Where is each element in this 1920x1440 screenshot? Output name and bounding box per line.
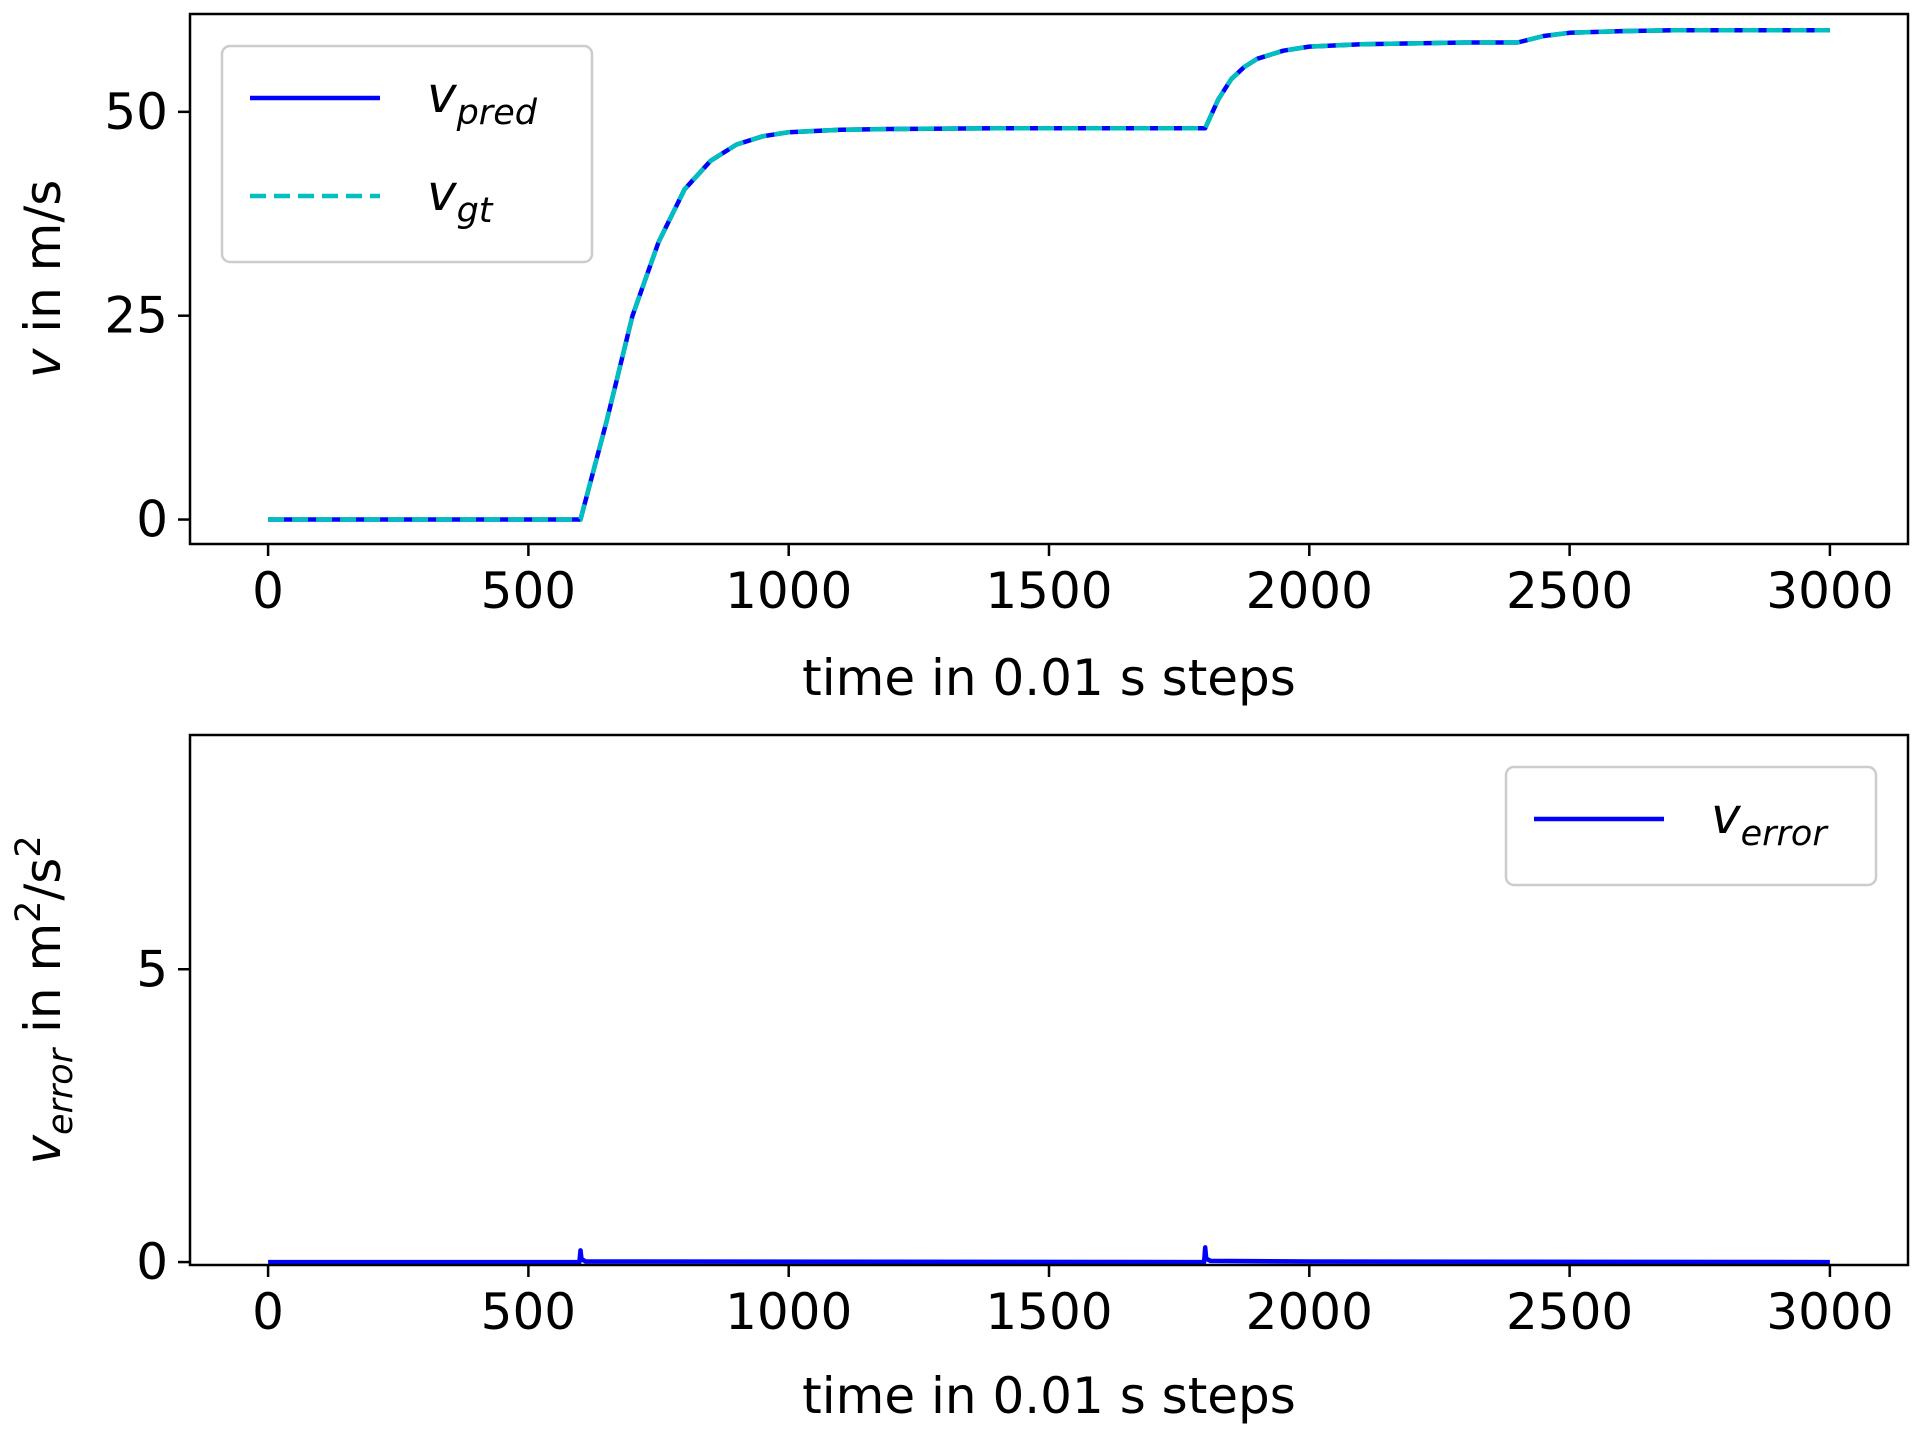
top-y-axis-label: v in m/s	[14, 180, 72, 379]
x-tick-label: 1500	[985, 1283, 1112, 1341]
x-tick-label: 500	[481, 1283, 576, 1341]
series-line-v-gt	[268, 28, 1830, 522]
legend-label-base: v	[427, 164, 458, 222]
x-tick-label: 1000	[725, 1283, 852, 1341]
bottom-y-ticks: 05	[136, 940, 190, 1291]
x-tick-label: 0	[252, 1283, 284, 1341]
y-tick-label: 5	[136, 940, 168, 998]
legend-label-base: v	[1711, 787, 1742, 845]
bottom-y-axis-label-mid: /s	[14, 858, 72, 901]
top-y-axis-label-var: v	[14, 347, 72, 378]
bottom-y-axis-label: verror in m2/s2	[9, 835, 81, 1164]
y-tick-label: 0	[136, 491, 168, 549]
y-tick-label: 0	[136, 1233, 168, 1291]
bottom-plot-area	[268, 1245, 1830, 1265]
bottom-y-axis-label-var: v	[14, 1134, 72, 1165]
top-plot-area	[268, 28, 1830, 522]
top-x-axis-label: time in 0.01 s steps	[802, 649, 1296, 707]
series-line-v-error	[268, 1245, 1830, 1265]
legend-label-sub: gt	[457, 191, 494, 231]
x-tick-label: 2500	[1506, 1283, 1633, 1341]
x-tick-label: 3000	[1766, 1283, 1893, 1341]
x-tick-label: 2000	[1246, 562, 1373, 620]
bottom-subplot: 0 500 1000 1500 2000 2500 3000 05 time in 0.01…	[9, 733, 1910, 1425]
bottom-y-axis-label-sup1: 2	[9, 901, 49, 923]
bottom-y-axis-label-sup2: 2	[9, 835, 49, 857]
top-x-ticks: 0 500 1000 1500 2000 2500 3000	[252, 544, 1894, 620]
x-tick-label: 2000	[1246, 1283, 1373, 1341]
legend-label-sub: pred	[456, 93, 538, 133]
x-tick-label: 3000	[1766, 562, 1893, 620]
bottom-y-axis-label-rest: in m	[14, 923, 72, 1049]
x-tick-label: 500	[481, 562, 576, 620]
bottom-x-axis-label: time in 0.01 s steps	[802, 1367, 1296, 1425]
y-tick-label: 50	[104, 83, 168, 141]
x-tick-label: 1000	[725, 562, 852, 620]
legend-label-base: v	[427, 66, 458, 124]
y-tick-label: 25	[104, 287, 168, 345]
bottom-x-ticks: 0 500 1000 1500 2000 2500 3000	[252, 1265, 1894, 1341]
x-tick-label: 1500	[985, 562, 1112, 620]
legend-label: verror	[1711, 787, 1829, 854]
bottom-y-axis-label-sub: error	[41, 1046, 81, 1135]
top-subplot: 0 500 1000 1500 2000 2500 3000 0 25 50 time in 0…	[14, 12, 1910, 707]
legend-label: vgt	[427, 164, 494, 231]
top-y-axis-label-rest: in m/s	[14, 180, 72, 349]
x-tick-label: 0	[252, 562, 284, 620]
legend-label-sub: error	[1741, 814, 1830, 854]
legend-box	[1504, 765, 1878, 887]
legend-box	[220, 44, 594, 264]
bottom-legend: verror	[1504, 765, 1878, 887]
x-tick-label: 2500	[1506, 562, 1633, 620]
legend-label: vpred	[427, 66, 538, 133]
top-y-ticks: 0 25 50	[104, 83, 190, 549]
